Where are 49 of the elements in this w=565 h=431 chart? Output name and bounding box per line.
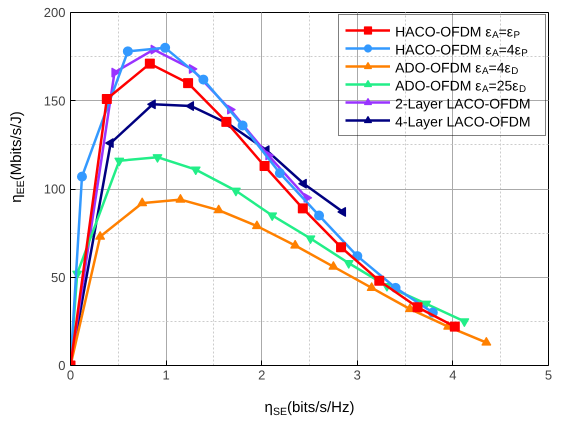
point: [198, 74, 208, 85]
x-tick-label: 5: [544, 368, 552, 382]
point: [160, 42, 170, 53]
y-tick-label: 150: [44, 93, 66, 108]
point: [122, 46, 133, 56]
point: [481, 336, 492, 346]
point: [214, 204, 224, 214]
x-tick-label: 4: [449, 368, 457, 382]
point: [450, 322, 460, 332]
point: [152, 154, 162, 163]
point: [337, 206, 346, 217]
point: [238, 120, 248, 130]
point: [290, 240, 300, 249]
point: [252, 220, 262, 230]
point: [114, 158, 124, 166]
point: [298, 203, 308, 214]
point: [190, 166, 201, 176]
point: [111, 68, 120, 78]
point: [175, 194, 186, 203]
point: [76, 172, 87, 182]
point: [274, 168, 285, 178]
x-tick-label: 2: [258, 368, 266, 382]
point: [95, 230, 106, 240]
point: [137, 197, 148, 206]
y-axis-title: ηEE(Mbits/s/J): [8, 111, 27, 203]
point: [183, 78, 194, 88]
point: [260, 161, 270, 172]
x-tick-label: 3: [354, 368, 361, 382]
point: [366, 282, 377, 291]
legend-label: 2-Layer LACO-OFDM: [395, 96, 531, 112]
y-tick-label: 50: [51, 270, 66, 285]
point: [104, 138, 114, 148]
point: [267, 212, 278, 222]
y-tick-label: 0: [58, 358, 66, 373]
point: [185, 101, 194, 112]
y-tick-label: 200: [44, 5, 66, 20]
point: [328, 260, 338, 270]
point: [314, 210, 324, 220]
point: [144, 58, 155, 69]
point: [102, 94, 112, 104]
point: [374, 276, 384, 286]
point: [230, 188, 241, 196]
y-tick-label: 100: [44, 182, 66, 196]
x-tick-label: 1: [162, 368, 170, 382]
point: [336, 242, 346, 252]
point: [412, 302, 423, 312]
point: [147, 99, 156, 110]
point: [298, 178, 307, 189]
legend-label: 4-Layer LACO-OFDM: [395, 114, 531, 130]
